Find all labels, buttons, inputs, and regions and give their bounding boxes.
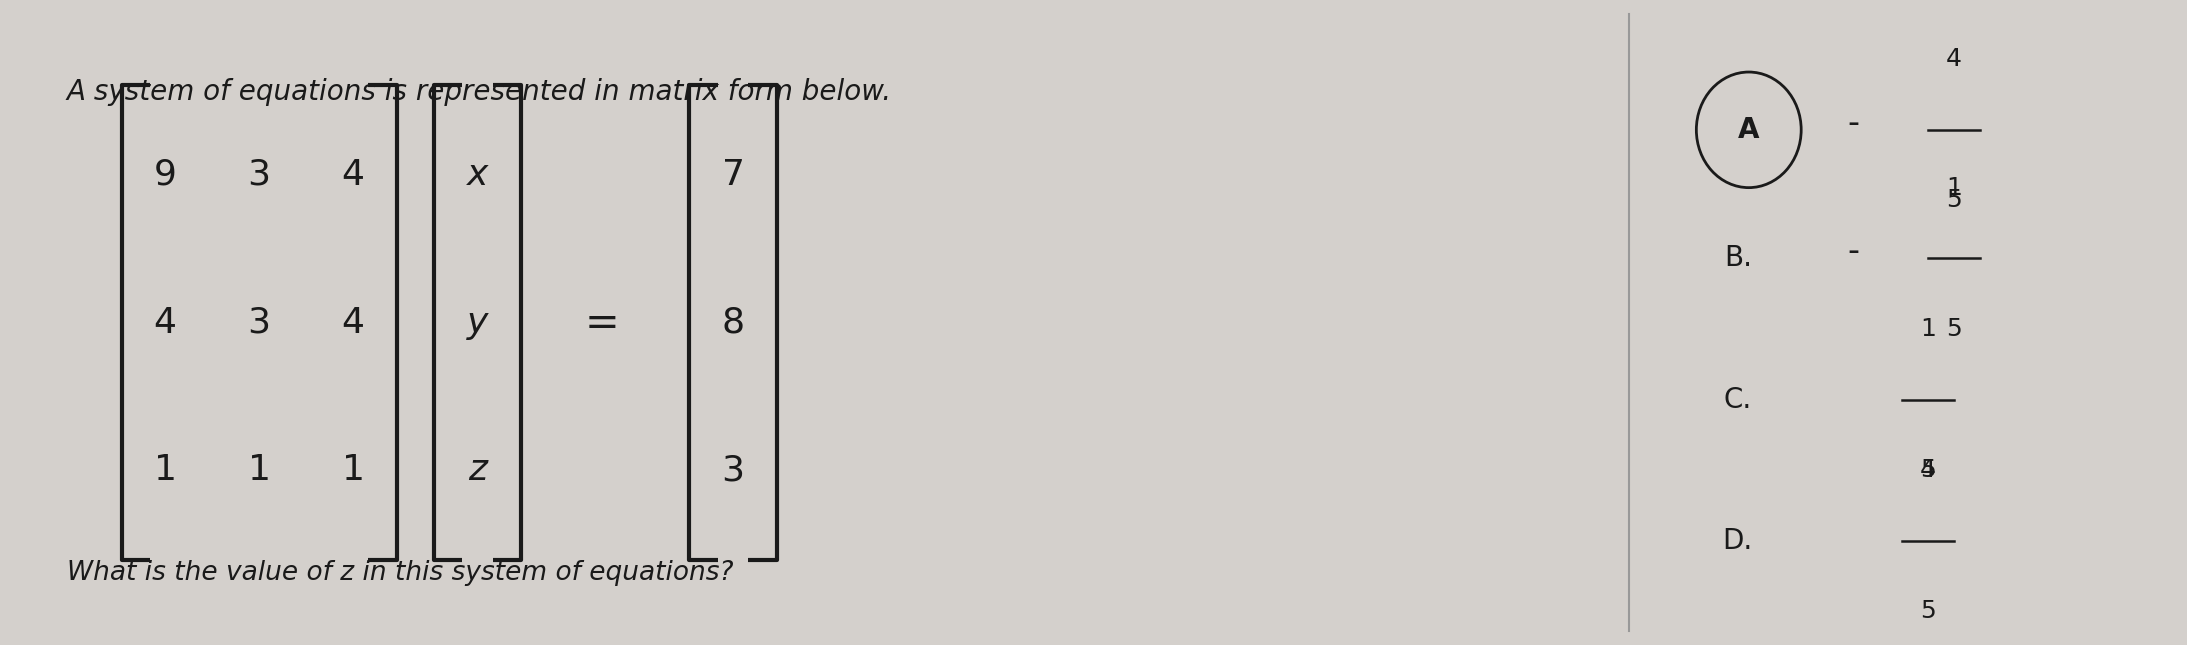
Text: D.: D. bbox=[1723, 527, 1754, 555]
Text: 5: 5 bbox=[1946, 317, 1962, 341]
Text: 5: 5 bbox=[1920, 599, 1935, 624]
Text: z: z bbox=[468, 453, 488, 487]
Text: 3: 3 bbox=[722, 453, 744, 487]
Text: 9: 9 bbox=[153, 158, 177, 192]
Text: A system of equations is represented in matrix form below.: A system of equations is represented in … bbox=[68, 79, 892, 106]
Text: What is the value of z in this system of equations?: What is the value of z in this system of… bbox=[68, 560, 733, 586]
Text: -: - bbox=[1848, 107, 1859, 140]
Text: 1: 1 bbox=[247, 453, 271, 487]
Text: 4: 4 bbox=[341, 158, 365, 192]
Text: -: - bbox=[1848, 235, 1859, 268]
Text: 1: 1 bbox=[1946, 175, 1962, 200]
Text: 5: 5 bbox=[1920, 458, 1935, 482]
Text: 3: 3 bbox=[247, 158, 271, 192]
Text: 1: 1 bbox=[153, 453, 177, 487]
Text: 3: 3 bbox=[247, 306, 271, 339]
Text: x: x bbox=[466, 158, 488, 192]
Text: B.: B. bbox=[1723, 244, 1752, 272]
Text: 5: 5 bbox=[1946, 188, 1962, 212]
Text: 4: 4 bbox=[341, 306, 365, 339]
Text: =: = bbox=[584, 301, 619, 344]
Text: 4: 4 bbox=[1920, 458, 1935, 482]
Text: C.: C. bbox=[1723, 386, 1752, 413]
Text: 4: 4 bbox=[1946, 47, 1962, 71]
Text: 8: 8 bbox=[722, 306, 744, 339]
Text: y: y bbox=[466, 306, 488, 339]
Text: 4: 4 bbox=[153, 306, 177, 339]
Text: 1: 1 bbox=[341, 453, 365, 487]
Text: A: A bbox=[1739, 116, 1761, 144]
Text: 1: 1 bbox=[1920, 317, 1935, 341]
Text: 7: 7 bbox=[722, 158, 744, 192]
